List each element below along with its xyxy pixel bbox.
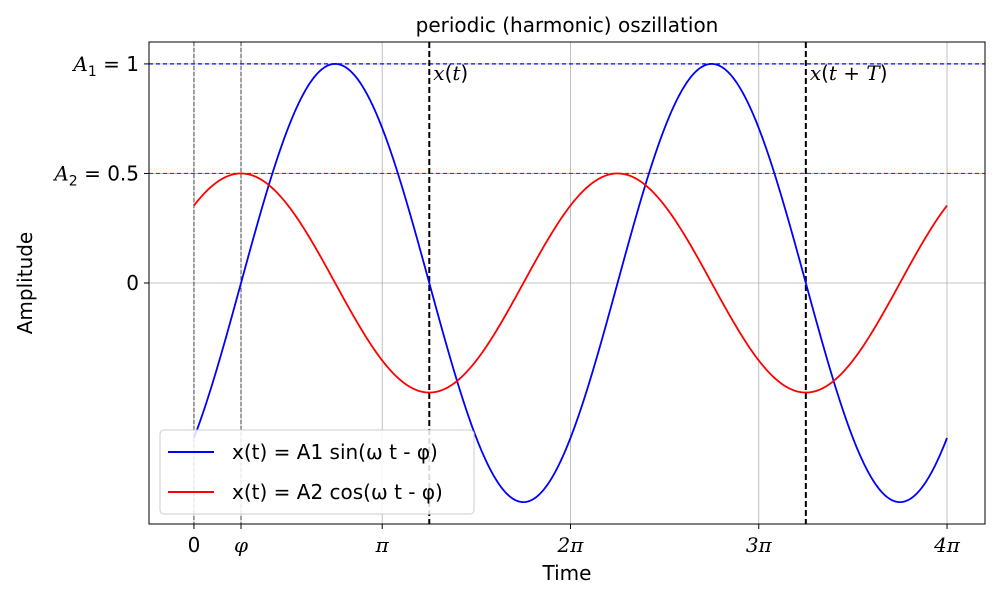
y-tick-label: 0: [126, 271, 139, 295]
y-tick-label: A1 = 1: [71, 52, 139, 80]
x-tick-label: 2π: [557, 533, 585, 557]
y-axis-title: Amplitude: [13, 232, 37, 335]
y-tick-label: A2 = 0.5: [52, 161, 139, 189]
series-line-cos: [193, 172, 948, 394]
annotation-label: x(t + T): [810, 61, 888, 85]
series-line-sin: [193, 63, 948, 503]
annotations: x(t) x(t + T): [433, 61, 887, 85]
chart-title: periodic (harmonic) oszillation: [416, 13, 719, 37]
x-axis-title: Time: [542, 561, 592, 585]
x-tick-label: 3π: [746, 533, 773, 557]
axis-ticks: 0 φ π 2π 3π 4π A1 = 1 A2 = 0.5 0: [52, 52, 960, 557]
x-tick-label: 4π: [933, 533, 961, 557]
x-tick-label: 0: [188, 533, 201, 557]
x-tick-label: φ: [234, 533, 248, 557]
legend-label: x(t) = A2 cos(ω t - φ): [232, 480, 443, 504]
legend-label: x(t) = A1 sin(ω t - φ): [232, 440, 438, 464]
x-tick-label: π: [375, 533, 390, 557]
legend-box: [159, 429, 475, 515]
annotation-label: x(t): [433, 61, 468, 85]
series-lines: [193, 63, 948, 503]
legend: x(t) = A1 sin(ω t - φ) x(t) = A2 cos(ω t …: [159, 429, 475, 515]
